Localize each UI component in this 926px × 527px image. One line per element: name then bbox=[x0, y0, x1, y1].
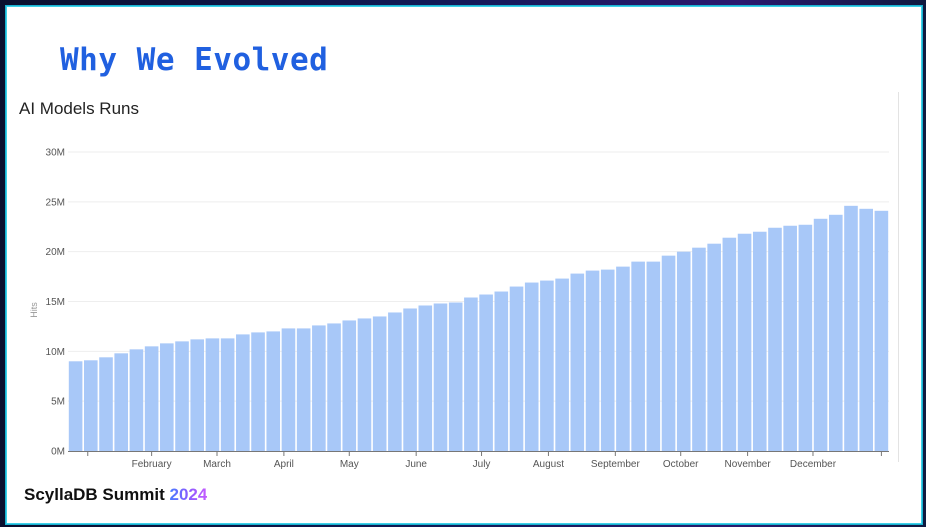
slide-title: Why We Evolved bbox=[60, 42, 329, 78]
y-tick-label: 25M bbox=[46, 197, 65, 208]
bar bbox=[600, 269, 615, 451]
bar bbox=[144, 346, 159, 451]
x-tick-label: December bbox=[790, 459, 837, 470]
bar bbox=[251, 332, 265, 451]
bar bbox=[585, 270, 600, 451]
x-axis-ticks: February March April May June July August Septe… bbox=[87, 451, 882, 470]
y-axis-ticks: 0M 5M 10M 15M 20M 25M 30M bbox=[46, 148, 65, 458]
x-tick-label: May bbox=[340, 459, 359, 470]
y-tick-label: 20M bbox=[46, 247, 65, 258]
x-tick-label: August bbox=[533, 459, 564, 470]
bar bbox=[813, 218, 828, 451]
bar bbox=[68, 361, 83, 451]
y-tick-label: 5M bbox=[51, 397, 65, 408]
bar bbox=[281, 328, 296, 451]
bar bbox=[494, 291, 509, 451]
bar bbox=[372, 316, 387, 451]
y-axis-label: Hits bbox=[29, 302, 39, 318]
bar bbox=[707, 243, 721, 451]
x-tick-label: February bbox=[132, 459, 172, 470]
x-tick-label: April bbox=[274, 459, 294, 470]
bar bbox=[661, 255, 676, 451]
bar bbox=[555, 278, 569, 451]
x-tick-label: October bbox=[663, 459, 699, 470]
bar bbox=[388, 312, 402, 451]
bar bbox=[828, 214, 843, 451]
bar bbox=[616, 266, 630, 451]
x-tick-label: June bbox=[405, 459, 427, 470]
bar bbox=[236, 334, 250, 451]
x-tick-label: September bbox=[591, 459, 641, 470]
footer-brand: ScyllaDB Summit bbox=[24, 485, 165, 504]
x-tick-label: November bbox=[725, 459, 772, 470]
bar bbox=[524, 282, 539, 451]
x-tick-label: July bbox=[473, 459, 491, 470]
bar bbox=[220, 338, 235, 451]
bar bbox=[844, 205, 858, 451]
bar bbox=[114, 353, 129, 451]
bar bbox=[874, 210, 889, 451]
bar bbox=[676, 251, 691, 451]
bar bbox=[403, 308, 417, 451]
bar bbox=[479, 294, 493, 451]
chart-title: AI Models Runs bbox=[19, 99, 139, 118]
bar bbox=[84, 360, 98, 451]
bar bbox=[418, 305, 433, 451]
y-tick-label: 0M bbox=[51, 447, 65, 458]
bar bbox=[798, 224, 813, 451]
bar bbox=[722, 237, 737, 451]
bar bbox=[859, 208, 873, 451]
bar bbox=[646, 261, 661, 451]
chart-panel-divider bbox=[898, 92, 899, 462]
bar bbox=[692, 247, 706, 451]
bar bbox=[433, 303, 448, 451]
footer-year: 2024 bbox=[169, 485, 208, 504]
bar bbox=[448, 302, 463, 451]
bar bbox=[509, 286, 524, 451]
bar bbox=[327, 323, 341, 451]
bar bbox=[342, 320, 357, 451]
bar bbox=[631, 261, 645, 451]
bar bbox=[540, 280, 554, 451]
bar bbox=[99, 357, 113, 451]
bar bbox=[570, 273, 585, 451]
bar bbox=[129, 349, 144, 451]
bars bbox=[68, 205, 889, 451]
bar bbox=[296, 328, 311, 451]
gridlines bbox=[68, 151, 889, 402]
bar bbox=[783, 225, 797, 451]
y-tick-label: 10M bbox=[46, 347, 65, 358]
y-tick-label: 15M bbox=[46, 297, 65, 308]
bar bbox=[160, 343, 174, 451]
bar bbox=[312, 325, 326, 451]
bar bbox=[752, 231, 767, 451]
bar bbox=[205, 338, 220, 451]
bar bbox=[266, 331, 281, 451]
bar bbox=[190, 339, 205, 451]
y-tick-label: 30M bbox=[46, 148, 65, 159]
bar bbox=[357, 318, 372, 451]
event-footer: ScyllaDB Summit 2024 bbox=[24, 485, 207, 505]
bar bbox=[464, 297, 478, 451]
bar bbox=[175, 341, 189, 451]
x-tick-label: March bbox=[203, 459, 231, 470]
bar bbox=[737, 233, 752, 451]
bar bbox=[768, 227, 782, 451]
